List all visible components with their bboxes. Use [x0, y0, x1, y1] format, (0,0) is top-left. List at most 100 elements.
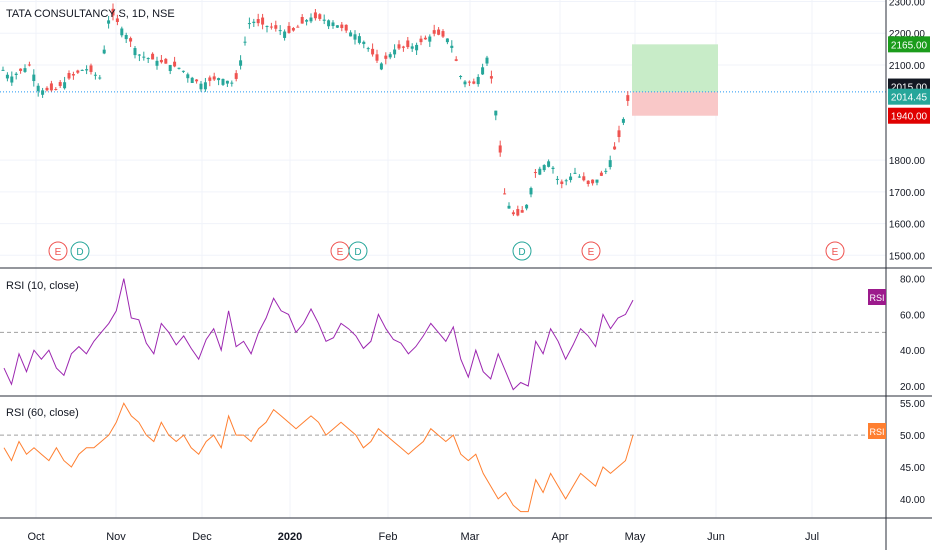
candle-body [423, 37, 427, 40]
candle-body [102, 49, 106, 54]
candle-body [76, 70, 80, 73]
rsi10-badge[interactable] [868, 289, 886, 305]
candle-body [525, 204, 529, 209]
rsi60-series [0, 402, 886, 513]
candle-body [151, 53, 155, 60]
candle-body [142, 56, 146, 58]
candle-body [340, 24, 344, 29]
candle-body [595, 179, 599, 183]
earnings-marker[interactable] [48, 241, 68, 261]
candle-body [67, 73, 71, 79]
stop-zone[interactable] [632, 92, 718, 116]
entry-price-badge-label: 2014.45 [891, 93, 928, 104]
earnings-marker[interactable] [825, 241, 845, 261]
candle-body [511, 212, 515, 215]
candle-body [230, 82, 234, 84]
candle-body [327, 20, 331, 27]
candle-body [146, 58, 150, 60]
entry-price-badge[interactable] [888, 88, 930, 105]
candle-body [49, 83, 53, 91]
candle-body [291, 28, 295, 31]
dividend-marker[interactable] [512, 241, 532, 261]
x-tick-label: 2020 [278, 531, 302, 543]
candle-body [419, 38, 423, 43]
rsi60-badge[interactable] [868, 423, 886, 439]
candle-body [538, 168, 542, 175]
candle-body [239, 60, 243, 66]
candle-body [63, 82, 67, 89]
candle-body [406, 40, 410, 48]
marker-label: E [588, 247, 595, 258]
earnings-marker[interactable] [581, 241, 601, 261]
candle-body [309, 17, 313, 22]
candle-body [247, 23, 251, 25]
candle-body [520, 210, 524, 213]
candle-body [569, 176, 573, 181]
dividend-marker[interactable] [348, 241, 368, 261]
candle-body [375, 54, 379, 61]
candle-body [137, 54, 141, 56]
gridlines [0, 0, 886, 518]
candlestick-series [1, 3, 630, 217]
position-zones [0, 44, 886, 116]
stop-price-badge[interactable] [888, 107, 930, 124]
candle-body [577, 176, 581, 178]
y-tick-label: 1700.00 [889, 188, 926, 199]
candle-body [221, 78, 225, 85]
marker-label: E [832, 247, 839, 258]
rsi10-title[interactable]: RSI (10, close) [6, 280, 79, 292]
candle-body [401, 46, 405, 48]
candle-body [608, 160, 612, 168]
rsi60-badge-label: RSI [869, 427, 884, 437]
candle-body [503, 193, 507, 195]
candle-body [621, 118, 625, 123]
y-tick-label: 40.00 [900, 346, 925, 357]
candle-body [300, 17, 304, 24]
candle-body [274, 25, 278, 29]
candle-body [362, 41, 366, 45]
marker-label: D [76, 247, 83, 258]
rsi60-title[interactable]: RSI (60, close) [6, 407, 79, 419]
candle-body [428, 36, 432, 42]
candle-body [164, 58, 168, 64]
candle-body [265, 25, 269, 27]
candle-body [252, 21, 256, 23]
y-tick-label: 2300.00 [889, 0, 926, 9]
candle-body [547, 161, 551, 167]
candle-body [261, 17, 265, 25]
target-price-badge[interactable] [888, 36, 930, 53]
candle-body [186, 74, 190, 79]
candle-body [591, 179, 595, 184]
target-price-badge-label: 2165.00 [891, 40, 928, 51]
marker-label: D [354, 247, 361, 258]
y-tick-label: 50.00 [900, 431, 925, 442]
candle-body [133, 48, 137, 56]
candle-body [41, 90, 45, 95]
symbol-title[interactable]: TATA CONSULTANCY S, 1D, NSE [6, 8, 175, 20]
candle-body [190, 77, 194, 84]
candle-body [177, 67, 181, 69]
candle-body [344, 24, 348, 31]
candle-body [551, 167, 555, 170]
candle-body [613, 146, 617, 150]
candle-body [467, 81, 471, 83]
candle-body [256, 19, 260, 24]
candle-body [27, 64, 31, 66]
target-zone[interactable] [632, 44, 718, 93]
dividend-marker[interactable] [70, 241, 90, 261]
candle-body [415, 44, 419, 51]
y-tick-label: 2100.00 [889, 61, 926, 72]
candle-body [560, 181, 564, 184]
candle-body [481, 67, 485, 75]
candle-body [604, 170, 608, 172]
candle-body [173, 61, 177, 67]
candle-body [432, 30, 436, 34]
candle-body [599, 172, 603, 176]
candle-body [573, 172, 577, 174]
candle-body [5, 74, 9, 79]
candle-body [234, 73, 238, 79]
candle-body [159, 59, 163, 63]
marker-label: E [337, 247, 344, 258]
